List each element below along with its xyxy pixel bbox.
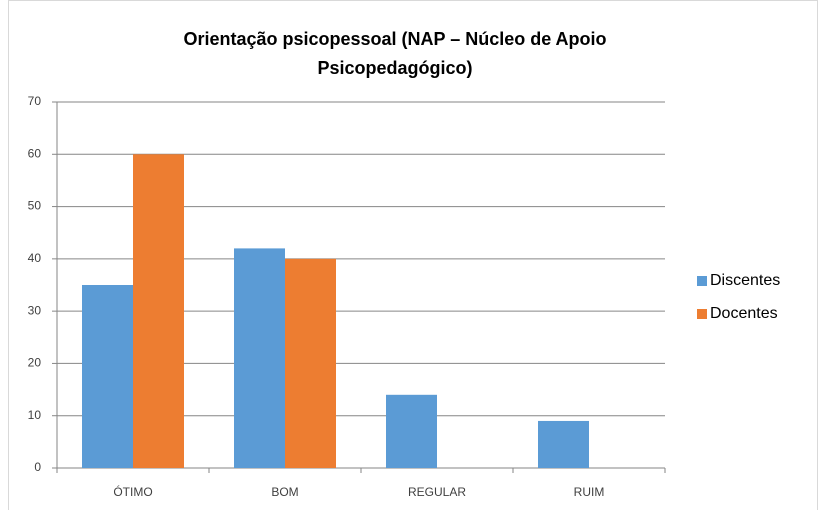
- bar: [133, 154, 184, 469]
- y-tick-label: 50: [28, 199, 42, 213]
- bar: [386, 394, 437, 468]
- y-tick-label: 60: [28, 146, 42, 160]
- legend-label: Docentes: [710, 305, 778, 322]
- y-tick-label: 70: [28, 94, 42, 108]
- y-tick-label: 30: [28, 303, 42, 317]
- y-tick-label: 20: [28, 356, 42, 370]
- chart-title: Orientação psicopessoal (NAP – Núcleo de…: [183, 29, 607, 78]
- x-tick-label: ÓTIMO: [113, 484, 152, 499]
- legend-swatch: [697, 276, 707, 286]
- x-tick-label: RUIM: [574, 485, 605, 499]
- legend-label: Discentes: [710, 272, 780, 289]
- bar: [285, 258, 336, 468]
- x-tick-label: REGULAR: [408, 485, 466, 499]
- bar: [82, 285, 133, 468]
- y-tick-label: 0: [34, 460, 41, 474]
- y-tick-label: 40: [28, 251, 42, 265]
- legend-swatch: [697, 309, 707, 319]
- bar: [538, 420, 589, 468]
- y-tick-label: 10: [28, 408, 42, 422]
- bar: [234, 248, 285, 468]
- chart-border: [8, 0, 818, 510]
- x-tick-label: BOM: [271, 485, 298, 499]
